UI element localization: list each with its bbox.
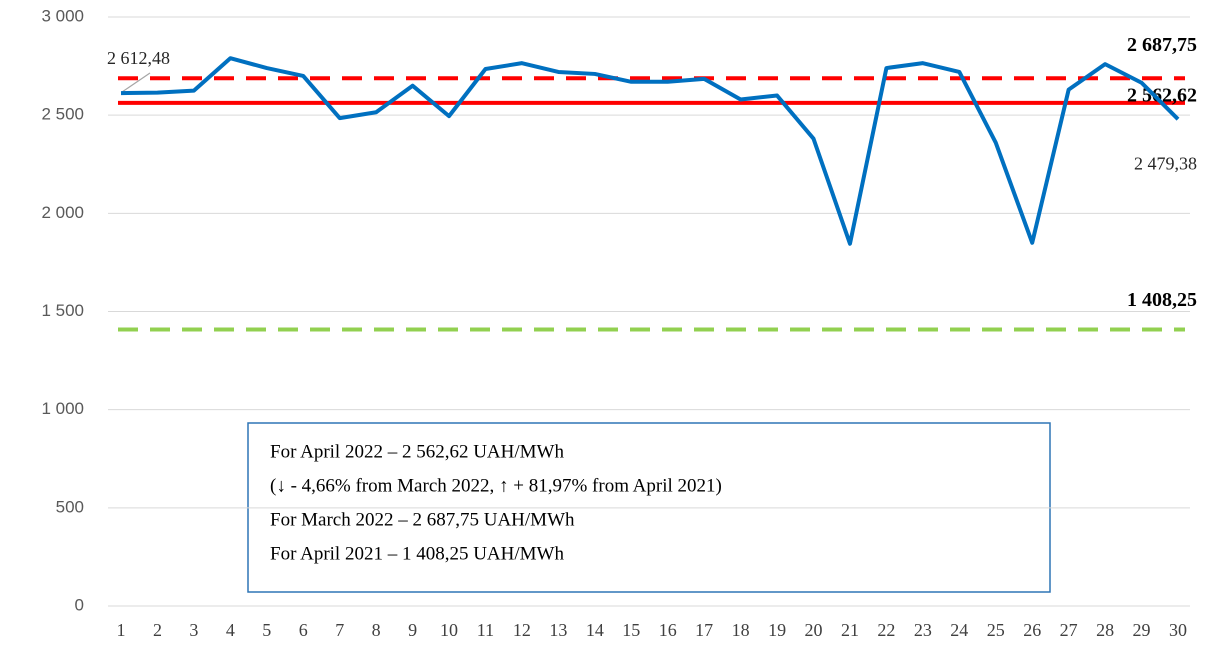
x-tick-label: 5 (262, 620, 271, 640)
x-tick-label: 26 (1023, 620, 1041, 640)
x-tick-label: 11 (477, 620, 494, 640)
x-tick-label: 27 (1060, 620, 1078, 640)
reference-label: 1 408,25 (1127, 289, 1197, 311)
x-tick-label: 1 (117, 620, 126, 640)
y-tick-label: 2 500 (41, 105, 84, 124)
x-tick-label: 22 (877, 620, 895, 640)
x-tick-label: 24 (950, 620, 968, 640)
x-tick-label: 21 (841, 620, 859, 640)
x-tick-label: 29 (1133, 620, 1151, 640)
x-tick-label: 16 (659, 620, 677, 640)
x-tick-label: 13 (549, 620, 567, 640)
annotation-text: (↓ - 4,66% from March 2022, ↑ + 81,97% f… (270, 475, 722, 496)
x-tick-label: 30 (1169, 620, 1187, 640)
x-tick-label: 19 (768, 620, 786, 640)
x-tick-label: 9 (408, 620, 417, 640)
x-tick-label: 12 (513, 620, 531, 640)
x-tick-label: 8 (372, 620, 381, 640)
annotation-text: For March 2022 – 2 687,75 UAH/MWh (270, 509, 575, 530)
x-tick-label: 17 (695, 620, 713, 640)
x-tick-label: 6 (299, 620, 308, 640)
annotation-text: For April 2021 – 1 408,25 UAH/MWh (270, 543, 564, 564)
annotation-text: For April 2022 – 2 562,62 UAH/MWh (270, 441, 564, 462)
y-tick-label: 2 000 (41, 203, 84, 222)
x-tick-label: 4 (226, 620, 235, 640)
x-tick-label: 15 (622, 620, 640, 640)
x-tick-label: 20 (805, 620, 823, 640)
x-tick-label: 2 (153, 620, 162, 640)
y-tick-label: 500 (56, 497, 84, 516)
data-line (120, 56, 1180, 246)
x-tick-label: 10 (440, 620, 458, 640)
y-tick-label: 1 000 (41, 399, 84, 418)
x-tick-label: 25 (987, 620, 1005, 640)
x-tick-label: 3 (189, 620, 198, 640)
y-tick-label: 3 000 (41, 6, 84, 25)
x-tick-label: 23 (914, 620, 932, 640)
reference-label: 2 562,62 (1127, 84, 1197, 106)
x-tick-label: 7 (335, 620, 344, 640)
data-label: 2 612,48 (107, 48, 170, 68)
y-tick-label: 0 (75, 595, 84, 614)
x-tick-label: 14 (586, 620, 604, 640)
reference-label: 2 687,75 (1127, 34, 1197, 56)
x-tick-label: 28 (1096, 620, 1114, 640)
data-label: 2 479,38 (1134, 153, 1197, 173)
x-tick-label: 18 (732, 620, 750, 640)
leader-line (121, 72, 151, 93)
y-tick-label: 1 500 (41, 301, 84, 320)
